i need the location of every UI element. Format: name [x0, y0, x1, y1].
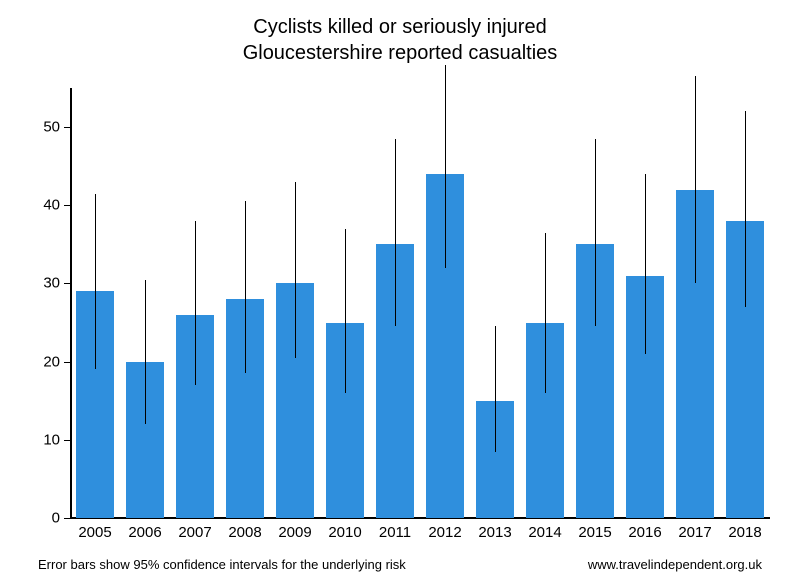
- y-tick-label: 40: [30, 197, 60, 214]
- x-tick-label: 2016: [628, 524, 661, 541]
- chart-title-line1: Cyclists killed or seriously injured: [0, 14, 800, 40]
- y-tick-label: 50: [30, 119, 60, 136]
- y-tick: [64, 205, 70, 206]
- footnote-left: Error bars show 95% confidence intervals…: [38, 557, 406, 572]
- x-tick-label: 2013: [478, 524, 511, 541]
- chart-container: Cyclists killed or seriously injured Glo…: [0, 0, 800, 580]
- y-tick: [64, 440, 70, 441]
- x-tick-label: 2009: [278, 524, 311, 541]
- error-bar: [295, 182, 296, 358]
- x-axis: [70, 517, 770, 519]
- error-bar: [545, 233, 546, 393]
- y-tick: [64, 283, 70, 284]
- x-tick-label: 2007: [178, 524, 211, 541]
- x-tick-label: 2015: [578, 524, 611, 541]
- x-tick-label: 2018: [728, 524, 761, 541]
- error-bar: [745, 111, 746, 306]
- error-bar: [145, 280, 146, 425]
- y-tick-label: 20: [30, 353, 60, 370]
- error-bar: [445, 65, 446, 268]
- error-bar: [195, 221, 196, 385]
- error-bar: [345, 229, 346, 393]
- chart-title-line2: Gloucestershire reported casualties: [0, 40, 800, 66]
- y-tick: [64, 127, 70, 128]
- x-tick-label: 2014: [528, 524, 561, 541]
- error-bar: [495, 326, 496, 451]
- error-bar: [95, 194, 96, 370]
- y-tick: [64, 518, 70, 519]
- error-bar: [595, 139, 596, 327]
- x-tick-label: 2012: [428, 524, 461, 541]
- plot-area: 0102030405020052006200720082009201020112…: [70, 88, 770, 518]
- x-tick-label: 2011: [379, 524, 411, 541]
- x-tick-label: 2006: [128, 524, 161, 541]
- x-tick-label: 2008: [228, 524, 261, 541]
- x-tick-label: 2010: [328, 524, 361, 541]
- footnote-right: www.travelindependent.org.uk: [588, 557, 762, 572]
- error-bar: [245, 201, 246, 373]
- y-tick-label: 10: [30, 431, 60, 448]
- y-tick: [64, 362, 70, 363]
- error-bar: [645, 174, 646, 354]
- error-bar: [695, 76, 696, 283]
- y-axis: [70, 88, 72, 518]
- chart-title: Cyclists killed or seriously injured Glo…: [0, 14, 800, 66]
- x-tick-label: 2005: [78, 524, 111, 541]
- x-tick-label: 2017: [678, 524, 711, 541]
- y-tick-label: 30: [30, 275, 60, 292]
- y-tick-label: 0: [30, 510, 60, 527]
- error-bar: [395, 139, 396, 327]
